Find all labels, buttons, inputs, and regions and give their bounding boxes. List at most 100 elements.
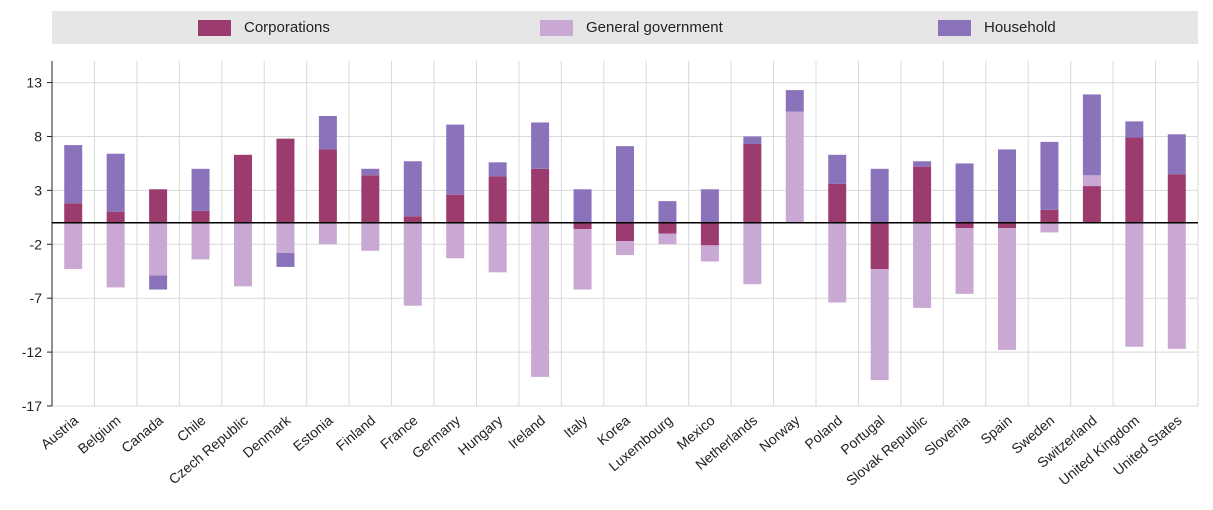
bar-household-hungary	[488, 162, 507, 177]
y-tick-label: 3	[34, 182, 42, 198]
y-tick-label: -7	[30, 290, 43, 306]
x-tick-label: Italy	[561, 412, 591, 441]
x-tick-label: Germany	[409, 412, 463, 461]
bar-general-government-germany	[446, 222, 465, 259]
bar-corporations-france	[403, 216, 422, 223]
legend-label-corporations: Corporations	[244, 19, 330, 36]
bar-corporations-denmark	[276, 138, 295, 223]
bar-general-government-netherlands	[743, 222, 762, 285]
bar-corporations-poland	[828, 183, 847, 223]
legend-swatch-general-government	[540, 19, 573, 36]
bar-household-chile	[191, 168, 210, 211]
x-tick-label: Finland	[333, 412, 378, 454]
bar-general-government-switzerland	[1082, 175, 1101, 187]
bar-household-germany	[446, 124, 465, 195]
bar-general-government-chile	[191, 222, 210, 260]
bar-household-ireland	[531, 122, 550, 169]
bar-corporations-germany	[446, 194, 465, 223]
bar-corporations-switzerland	[1082, 186, 1101, 223]
bar-corporations-spain	[998, 222, 1016, 229]
bar-corporations-estonia	[318, 149, 337, 223]
bar-corporations-luxembourg	[658, 222, 677, 234]
x-tick-label: Ireland	[505, 412, 548, 452]
legend-item-general-government: General government	[540, 11, 723, 44]
bar-household-france	[403, 161, 422, 217]
bar-household-italy	[573, 189, 592, 223]
bar-general-government-slovenia	[955, 228, 974, 294]
bar-household-korea	[616, 146, 634, 223]
x-tick-label: Belgium	[75, 412, 124, 457]
x-tick-label: Spain	[977, 412, 1015, 447]
bar-general-government-ireland	[531, 222, 550, 377]
bar-corporations-slovak-republic	[913, 166, 932, 223]
bar-corporations-czech-republic	[234, 154, 252, 223]
bar-general-government-belgium	[106, 222, 125, 288]
x-tick-label: Chile	[174, 412, 209, 445]
y-tick-label: -17	[22, 398, 42, 414]
legend-swatch-corporations	[198, 19, 231, 36]
y-tick-label: 13	[26, 75, 42, 91]
bar-corporations-netherlands	[743, 144, 762, 223]
bar-general-government-france	[403, 222, 422, 306]
bar-general-government-austria	[64, 222, 83, 270]
bar-general-government-united-states	[1167, 222, 1186, 349]
x-tick-label: Canada	[118, 412, 166, 456]
bar-household-united-states	[1167, 134, 1186, 175]
x-tick-label: Estonia	[290, 412, 336, 454]
bar-corporations-mexico	[700, 222, 719, 246]
bar-corporations-ireland	[531, 168, 550, 223]
x-tick-label: Norway	[756, 412, 803, 455]
bar-household-switzerland	[1082, 94, 1101, 176]
bar-household-canada	[149, 275, 168, 290]
bar-household-austria	[64, 145, 83, 204]
bar-household-poland	[828, 154, 847, 184]
bar-general-government-united-kingdom	[1125, 222, 1144, 347]
bar-household-slovenia	[955, 163, 974, 223]
bar-general-government-finland	[361, 222, 380, 251]
bar-general-government-denmark	[276, 222, 295, 253]
bar-general-government-norway	[785, 111, 804, 223]
bar-general-government-korea	[616, 241, 634, 256]
bar-household-united-kingdom	[1125, 121, 1144, 138]
bar-general-government-estonia	[318, 222, 337, 245]
x-tick-label: Denmark	[240, 411, 295, 460]
bar-corporations-finland	[361, 175, 380, 223]
bar-general-government-poland	[828, 222, 847, 303]
bar-household-luxembourg	[658, 201, 677, 223]
bar-general-government-luxembourg	[658, 233, 677, 245]
bar-household-mexico	[700, 189, 719, 223]
y-tick-label: -12	[22, 344, 42, 360]
bar-corporations-sweden	[1040, 209, 1059, 223]
x-tick-label: Hungary	[455, 412, 506, 458]
bar-general-government-canada	[149, 222, 168, 276]
x-tick-label: Slovenia	[921, 412, 973, 459]
bar-general-government-spain	[998, 228, 1016, 350]
bar-general-government-sweden	[1040, 222, 1059, 233]
bar-household-denmark	[276, 252, 295, 267]
bar-corporations-austria	[64, 203, 83, 223]
bar-household-estonia	[318, 115, 337, 150]
bar-corporations-italy	[573, 222, 592, 230]
bar-corporations-belgium	[106, 211, 125, 223]
legend-swatch-household	[938, 19, 971, 36]
legend: Corporations General government Househol…	[52, 11, 1198, 44]
bar-corporations-korea	[616, 222, 634, 242]
x-tick-label: Czech Republic	[166, 412, 251, 487]
legend-item-corporations: Corporations	[198, 11, 330, 44]
bar-corporations-chile	[191, 210, 210, 223]
bar-corporations-united-kingdom	[1125, 137, 1144, 223]
bar-corporations-slovenia	[955, 222, 974, 229]
bar-corporations-canada	[149, 189, 168, 223]
bar-corporations-hungary	[488, 176, 507, 223]
bar-household-spain	[998, 149, 1016, 223]
bar-general-government-mexico	[700, 245, 719, 262]
y-tick-label: 8	[34, 128, 42, 144]
bar-general-government-portugal	[870, 269, 889, 381]
y-tick-label: -2	[30, 236, 43, 252]
bar-household-finland	[361, 168, 380, 176]
bar-general-government-italy	[573, 229, 592, 290]
legend-label-general-government: General government	[586, 19, 723, 36]
bar-general-government-slovak-republic	[913, 222, 932, 308]
